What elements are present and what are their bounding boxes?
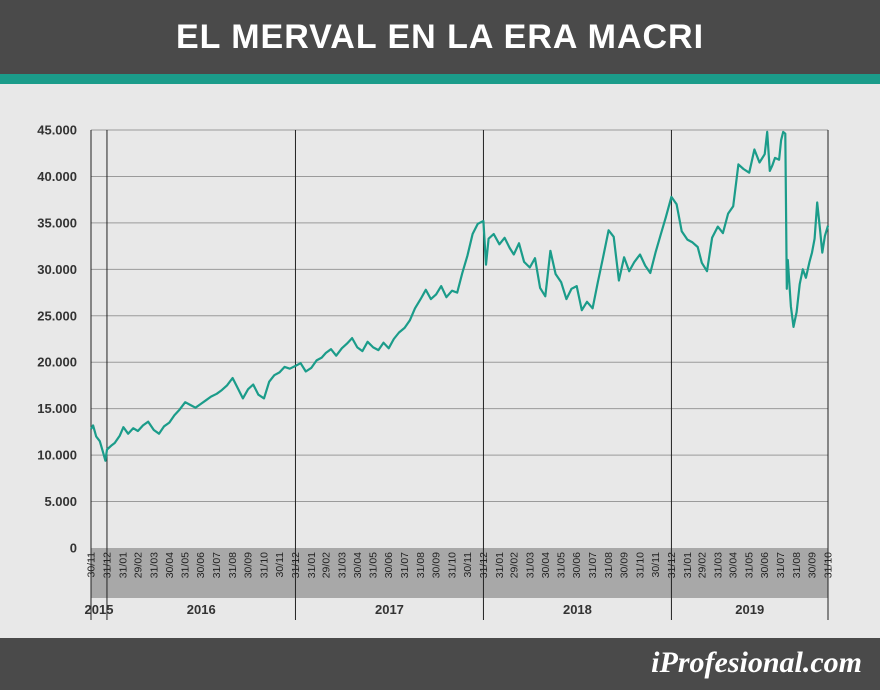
x-tick-label: 29/02	[320, 552, 332, 578]
x-tick-label: 31/05	[556, 552, 568, 578]
y-tick-label: 25.000	[37, 308, 77, 323]
y-tick-label: 30.000	[37, 262, 77, 277]
x-axis-ticks: 30/1131/1231/0129/0231/0330/0431/0530/06…	[86, 552, 835, 578]
x-tick-label: 30/04	[164, 552, 176, 578]
x-tick-label: 30/11	[274, 552, 286, 578]
x-tick-label: 31/10	[447, 552, 459, 578]
x-tick-label: 31/07	[587, 552, 599, 578]
x-tick-label: 30/09	[619, 552, 631, 578]
x-tick-label: 29/02	[508, 552, 520, 578]
year-divider-lines	[90, 130, 829, 620]
y-tick-label: 20.000	[37, 355, 77, 370]
x-tick-label: 30/04	[352, 552, 364, 578]
x-tick-label: 29/02	[696, 552, 708, 578]
y-axis-ticks: 0 5.000 10.000 15.000 20.000 25.000 30.000 35.0…	[37, 123, 77, 556]
x-axis-band	[91, 548, 828, 598]
gridlines	[91, 129, 828, 503]
x-tick-label: 30/09	[431, 552, 443, 578]
year-label: 2015	[85, 602, 114, 617]
x-tick-label: 31/12	[102, 552, 114, 578]
year-labels: 2015 2016 2017 2018 2019	[85, 602, 765, 617]
x-tick-label: 31/01	[306, 552, 318, 578]
x-tick-label: 31/03	[148, 552, 160, 578]
year-label: 2018	[563, 602, 592, 617]
x-tick-label: 31/07	[211, 552, 223, 578]
chart-title: EL MERVAL EN LA ERA MACRI	[175, 17, 705, 56]
x-tick-label: 31/05	[368, 552, 380, 578]
y-tick-label: 35.000	[37, 215, 77, 230]
x-tick-label: 31/01	[117, 552, 129, 578]
x-tick-label: 30/06	[571, 552, 583, 578]
x-tick-label: 30/04	[728, 552, 740, 578]
x-tick-label: 31/08	[227, 552, 239, 578]
x-tick-label: 31/10	[259, 552, 271, 578]
brand-logo-text: iProfesional.com	[651, 646, 862, 679]
y-tick-label: 10.000	[37, 448, 77, 463]
footer-bar: iProfesional.com	[0, 638, 880, 690]
x-tick-label: 31/12	[290, 552, 302, 578]
merval-series-line	[90, 130, 830, 462]
chart-header: EL MERVAL EN LA ERA MACRI	[0, 0, 880, 74]
x-tick-label: 31/08	[791, 552, 803, 578]
y-tick-label: 45.000	[37, 123, 77, 138]
x-tick-label: 31/07	[775, 552, 787, 578]
x-tick-label: 31/05	[744, 552, 756, 578]
x-tick-label: 30/11	[462, 552, 474, 578]
x-tick-label: 30/06	[759, 552, 771, 578]
year-label: 2016	[187, 602, 216, 617]
y-tick-label: 5.000	[44, 494, 77, 509]
x-tick-label: 30/06	[195, 552, 207, 578]
merval-line-chart: 0 5.000 10.000 15.000 20.000 25.000 30.000 35.0…	[37, 123, 835, 620]
header-accent-stripe	[0, 74, 880, 84]
x-tick-label: 31/03	[336, 552, 348, 578]
x-tick-label: 31/05	[180, 552, 192, 578]
x-tick-label: 30/06	[383, 552, 395, 578]
x-tick-label: 30/09	[807, 552, 819, 578]
x-tick-label: 30/09	[243, 552, 255, 578]
x-tick-label: 29/02	[132, 552, 144, 578]
x-tick-label: 31/01	[494, 552, 506, 578]
y-tick-label: 15.000	[37, 401, 77, 416]
year-label: 2019	[735, 602, 764, 617]
x-tick-label: 31/03	[712, 552, 724, 578]
x-tick-label: 30/04	[540, 552, 552, 578]
x-tick-label: 31/03	[524, 552, 536, 578]
y-tick-label: 40.000	[37, 169, 77, 184]
year-label: 2017	[375, 602, 404, 617]
x-tick-label: 31/01	[682, 552, 694, 578]
x-tick-label: 31/10	[635, 552, 647, 578]
x-tick-label: 31/07	[399, 552, 411, 578]
y-tick-label: 0	[70, 541, 77, 556]
x-tick-label: 31/08	[415, 552, 427, 578]
x-tick-label: 30/11	[650, 552, 662, 578]
x-tick-label: 31/08	[603, 552, 615, 578]
